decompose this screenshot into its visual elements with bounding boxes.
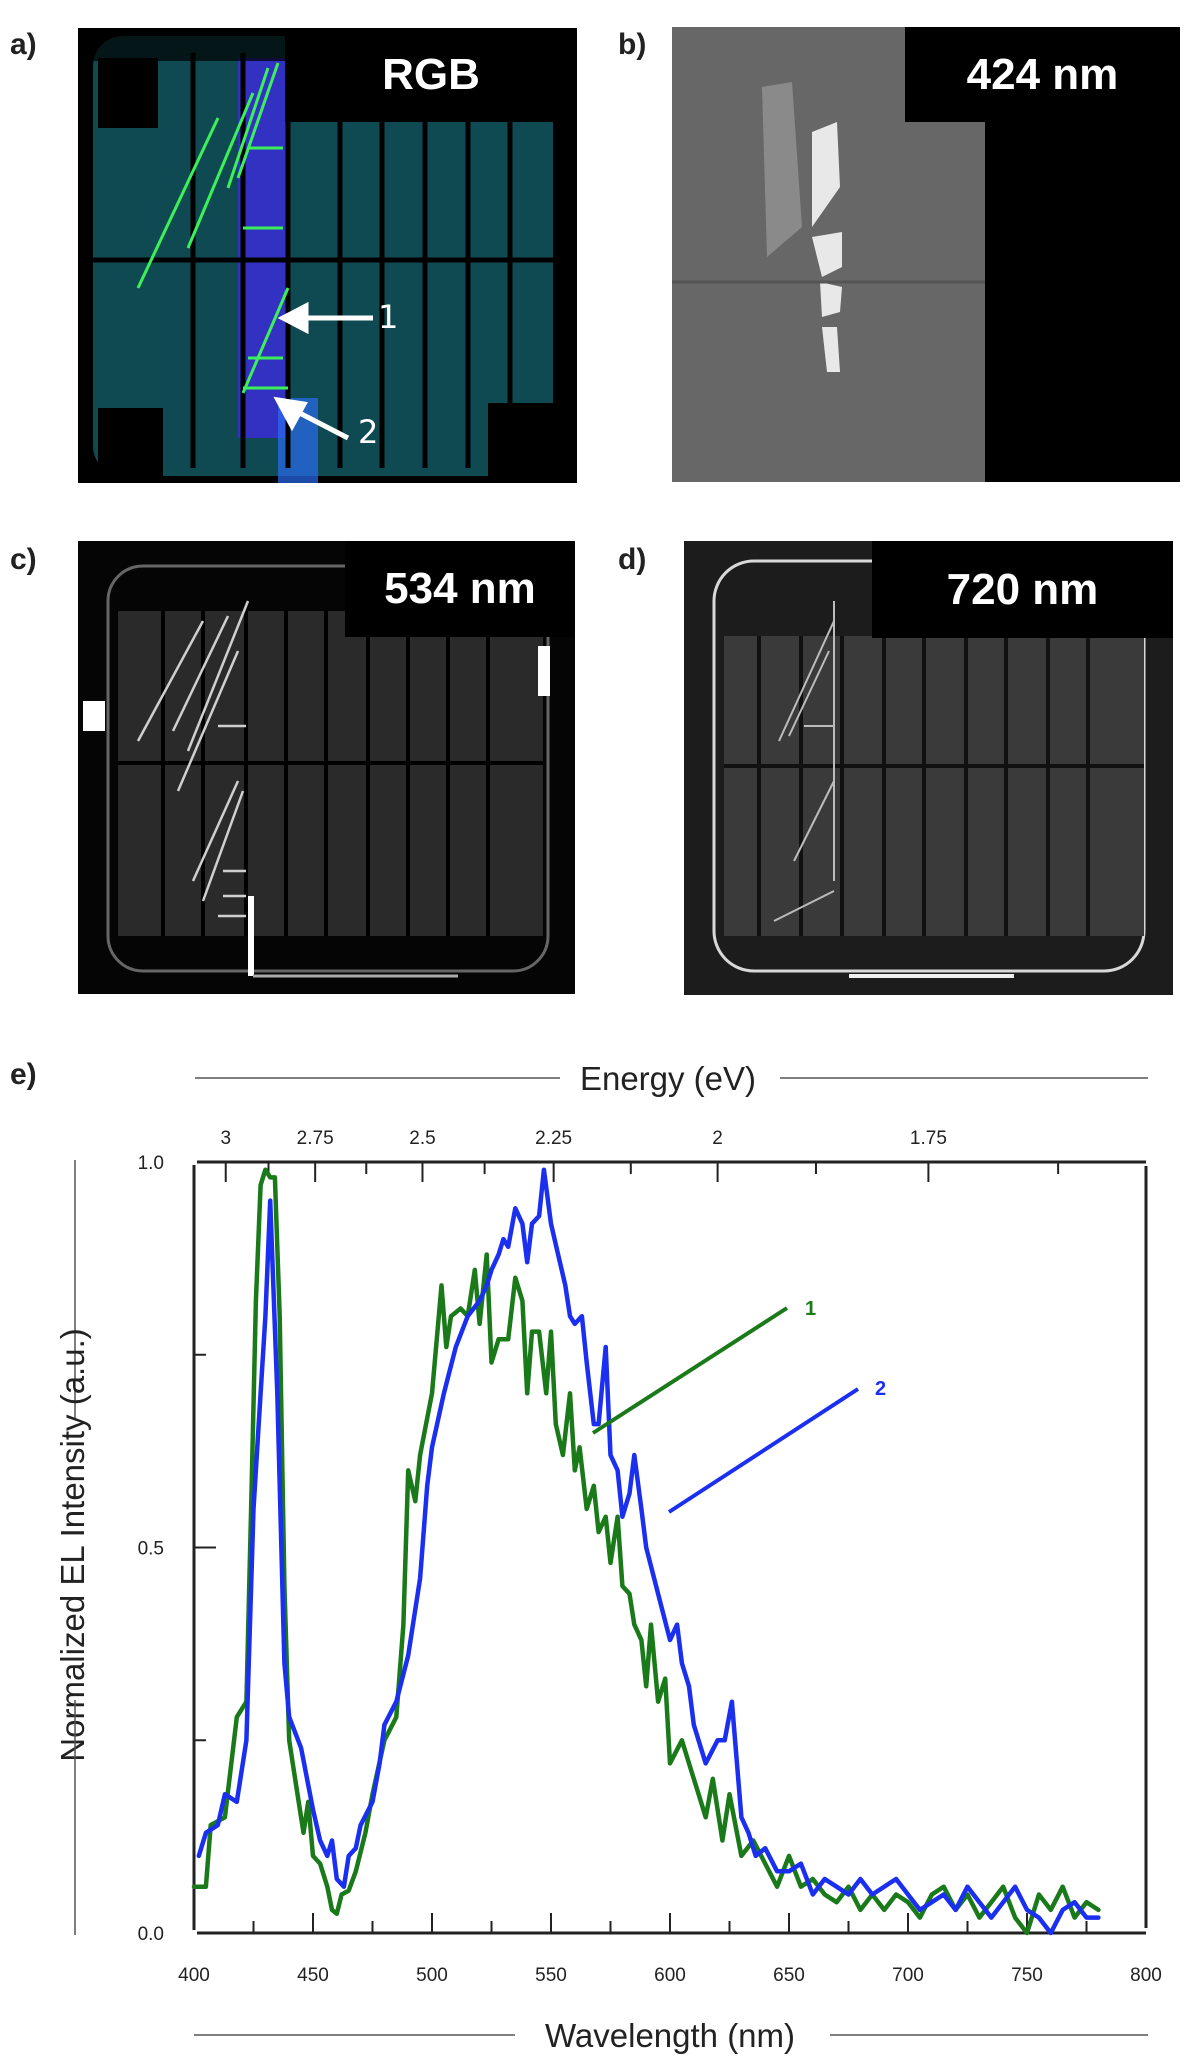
wavelength-tag-720nm: 720 nm [872, 541, 1173, 638]
rgb-annotation-1: 1 [378, 298, 399, 336]
series-1-label: 1 [805, 1298, 816, 1320]
wavelength-tag-424nm: 424 nm [905, 27, 1180, 122]
el-image-424nm: 424 nm [672, 27, 1180, 482]
solar-cell-720nm-illustration [712, 559, 1146, 978]
series-2-leader-line [667, 1387, 860, 1514]
x-tick-label: 500 [416, 1965, 448, 1986]
panel-label-e: e) [10, 1058, 37, 1091]
energy-tick-label: 2.75 [297, 1128, 334, 1149]
x-tick-label: 450 [297, 1965, 329, 1986]
energy-tick-label: 3 [220, 1128, 231, 1149]
el-spectrum-chart: Energy (eV) Wavelength (nm) Normalized E… [54, 1060, 1162, 2054]
energy-tick-label: 2 [712, 1128, 723, 1149]
series-layer [191, 1167, 1101, 1936]
series-1-leader-line [591, 1306, 789, 1435]
series-1-line [191, 1167, 1101, 1936]
panel-label-b: b) [618, 28, 647, 61]
rgb-annotation-2: 2 [358, 413, 379, 451]
solar-cell-rgb-illustration [93, 36, 553, 483]
x-tick-label: 400 [178, 1965, 210, 1986]
x-tick-label: 650 [773, 1965, 805, 1986]
panel-label-a: a) [10, 28, 37, 61]
rgb-el-image: 1 2 RGB [78, 28, 577, 483]
el-image-720nm: 720 nm [684, 541, 1173, 995]
wavelength-tag-rgb: RGB [285, 28, 577, 122]
wavelength-axis-title: Wavelength (nm) [545, 2017, 795, 2054]
panel-label-c: c) [10, 543, 37, 576]
solar-cell-534nm-illustration [83, 564, 550, 978]
el-image-534nm: 534 nm [78, 541, 575, 994]
energy-tick-label: 2.25 [535, 1128, 572, 1149]
y-tick-label: 0.0 [138, 1924, 164, 1945]
energy-axis-title: Energy (eV) [580, 1060, 756, 1097]
y-tick-label: 1.0 [138, 1153, 164, 1174]
x-tick-label: 550 [535, 1965, 567, 1986]
x-tick-label: 700 [892, 1965, 924, 1986]
axis-ticks: 400 450 500 550 600 650 700 750 800 0.0 0.5 1.0 3 2.7… [138, 1128, 1162, 1986]
x-tick-label: 750 [1011, 1965, 1043, 1986]
wavelength-tag-534nm: 534 nm [345, 541, 575, 637]
series-2-line [196, 1167, 1101, 1936]
panel-label-d: d) [618, 543, 647, 576]
energy-tick-label: 2.5 [409, 1128, 435, 1149]
series-2-label: 2 [875, 1378, 886, 1400]
y-axis-title: Normalized EL Intensity (a.u.) [54, 1328, 91, 1761]
energy-tick-label: 1.75 [910, 1128, 947, 1149]
y-tick-label: 0.5 [138, 1539, 164, 1560]
x-tick-label: 600 [654, 1965, 686, 1986]
x-tick-label: 800 [1130, 1965, 1162, 1986]
